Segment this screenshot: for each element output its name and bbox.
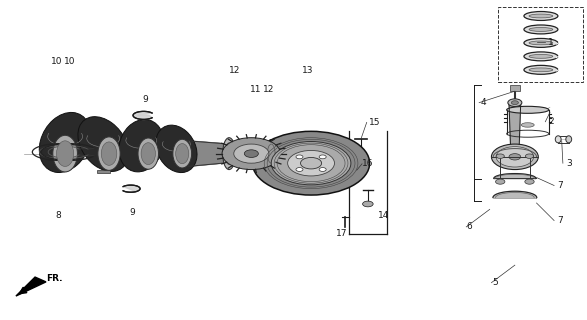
Ellipse shape xyxy=(507,106,549,113)
Ellipse shape xyxy=(521,123,534,127)
Circle shape xyxy=(496,154,504,158)
Text: 15: 15 xyxy=(369,118,380,127)
Ellipse shape xyxy=(268,144,275,163)
Ellipse shape xyxy=(101,142,117,165)
Ellipse shape xyxy=(265,140,277,168)
Text: 13: 13 xyxy=(302,66,314,75)
Ellipse shape xyxy=(529,68,553,72)
Ellipse shape xyxy=(53,135,77,172)
Polygon shape xyxy=(494,173,536,179)
Ellipse shape xyxy=(39,112,91,172)
Ellipse shape xyxy=(524,12,558,20)
Circle shape xyxy=(350,171,364,178)
Polygon shape xyxy=(16,277,46,296)
Circle shape xyxy=(271,141,351,185)
Ellipse shape xyxy=(119,119,164,172)
Circle shape xyxy=(496,147,534,167)
Text: 4: 4 xyxy=(481,98,487,107)
Ellipse shape xyxy=(173,139,191,168)
Text: 3: 3 xyxy=(566,159,572,168)
Ellipse shape xyxy=(524,25,558,34)
Ellipse shape xyxy=(566,136,572,143)
Circle shape xyxy=(357,150,365,155)
Circle shape xyxy=(511,101,518,105)
Ellipse shape xyxy=(529,28,553,31)
Text: 6: 6 xyxy=(466,222,472,231)
Text: 14: 14 xyxy=(379,211,390,220)
Text: 10: 10 xyxy=(50,57,62,66)
Text: 12: 12 xyxy=(230,66,241,75)
Circle shape xyxy=(354,173,360,176)
Text: 2: 2 xyxy=(548,117,554,126)
Ellipse shape xyxy=(141,143,156,164)
Text: 16: 16 xyxy=(362,159,373,168)
Text: 5: 5 xyxy=(492,278,498,287)
Circle shape xyxy=(252,131,370,195)
Circle shape xyxy=(495,179,505,184)
Circle shape xyxy=(234,144,269,163)
Ellipse shape xyxy=(222,138,235,170)
Ellipse shape xyxy=(156,125,197,172)
Ellipse shape xyxy=(529,41,553,45)
Circle shape xyxy=(525,154,534,158)
Circle shape xyxy=(509,154,521,160)
Text: 7: 7 xyxy=(557,216,563,225)
Bar xyxy=(97,170,110,173)
Circle shape xyxy=(244,150,258,157)
Text: 10: 10 xyxy=(64,57,76,66)
Text: 8: 8 xyxy=(55,211,61,220)
Ellipse shape xyxy=(524,52,558,61)
Circle shape xyxy=(288,150,335,176)
Ellipse shape xyxy=(555,136,561,143)
Bar xyxy=(510,85,519,91)
Ellipse shape xyxy=(524,65,558,74)
Circle shape xyxy=(301,157,322,169)
Text: 1: 1 xyxy=(548,38,554,47)
Text: 11: 11 xyxy=(249,85,261,94)
Text: 9: 9 xyxy=(130,208,136,217)
Text: 7: 7 xyxy=(557,181,563,190)
Ellipse shape xyxy=(176,144,189,164)
Ellipse shape xyxy=(98,137,120,170)
Text: FR.: FR. xyxy=(46,274,63,283)
Ellipse shape xyxy=(225,143,234,164)
Circle shape xyxy=(363,201,373,207)
Ellipse shape xyxy=(524,38,558,47)
Text: 17: 17 xyxy=(336,229,348,238)
Polygon shape xyxy=(123,185,140,192)
Circle shape xyxy=(525,179,534,184)
Circle shape xyxy=(319,168,326,172)
Ellipse shape xyxy=(529,54,553,58)
Polygon shape xyxy=(493,191,537,197)
Ellipse shape xyxy=(78,117,129,172)
Circle shape xyxy=(491,144,538,170)
Polygon shape xyxy=(133,111,152,119)
Ellipse shape xyxy=(138,138,158,169)
Circle shape xyxy=(319,155,326,159)
Circle shape xyxy=(508,99,522,107)
Polygon shape xyxy=(509,103,521,152)
Text: 9: 9 xyxy=(142,95,147,104)
Circle shape xyxy=(222,138,281,170)
Circle shape xyxy=(296,168,303,172)
Text: 12: 12 xyxy=(263,85,275,94)
Polygon shape xyxy=(188,141,229,166)
Circle shape xyxy=(296,155,303,159)
Bar xyxy=(498,7,583,82)
Ellipse shape xyxy=(56,141,74,166)
Ellipse shape xyxy=(529,14,553,18)
